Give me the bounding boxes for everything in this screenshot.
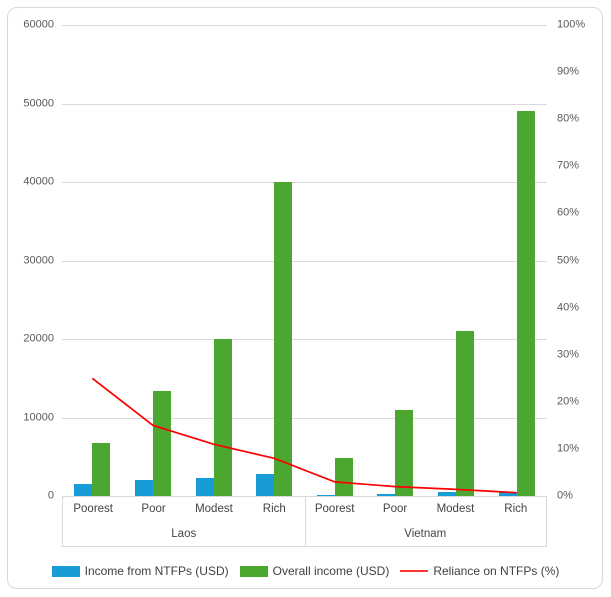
right-axis-tick: 10% [557, 442, 580, 455]
legend-line-swatch [400, 569, 429, 573]
category-label: Poor [382, 503, 408, 516]
bar-ntfp-income [256, 474, 275, 496]
bar-overall-income [456, 331, 475, 496]
bar-overall-income [92, 443, 111, 496]
right-axis-tick: 100% [557, 18, 586, 31]
category-label: Poorest [73, 503, 113, 516]
legend-item: Income from NTFPs (USD) [51, 564, 229, 578]
legend-item: Overall income (USD) [239, 564, 390, 578]
category-bar-group [486, 25, 547, 496]
gridline [62, 339, 547, 340]
left-axis-tick: 0 [47, 489, 54, 502]
bar-overall-income [395, 409, 414, 496]
group-label-row: Laos Vietnam [63, 522, 546, 546]
group-label-laos: Laos [171, 527, 197, 540]
right-axis-tick-labels: 0% 10% 20% 30% 40% 50% 60% 70% 80% 90% 100% [557, 0, 607, 597]
legend-label: Overall income (USD) [272, 564, 390, 578]
gridline [62, 417, 547, 419]
left-axis-tick-labels: 0 10000 20000 30000 40000 50000 60000 [0, 0, 54, 597]
bar-ntfp-income [438, 492, 457, 496]
category-label: Rich [262, 503, 286, 516]
legend-label: Reliance on NTFPs (%) [433, 564, 560, 578]
bar-ntfp-income [74, 484, 93, 496]
right-axis-tick: 40% [557, 301, 580, 314]
group-label-vietnam: Vietnam [404, 527, 447, 540]
category-bar-group [305, 25, 366, 496]
gridline [62, 260, 547, 262]
left-axis-tick: 30000 [23, 254, 54, 266]
category-bar-group [123, 25, 184, 496]
right-axis-tick: 80% [557, 112, 580, 125]
bar-overall-income [334, 458, 353, 496]
legend: Income from NTFPs (USD) Overall income (U… [0, 562, 611, 580]
left-axis-tick: 20000 [23, 332, 54, 345]
bar-series [62, 25, 547, 496]
right-axis-tick: 50% [557, 254, 580, 266]
right-axis-tick: 90% [557, 65, 580, 78]
left-axis-tick: 60000 [23, 18, 54, 31]
bar-overall-income [274, 182, 293, 496]
right-axis-tick: 20% [557, 395, 580, 408]
reliance-line [91, 377, 517, 494]
bar-ntfp-income [195, 477, 214, 496]
bar-ntfp-income [316, 495, 335, 496]
category-label: Poorest [314, 503, 355, 516]
legend-label: Income from NTFPs (USD) [84, 564, 229, 578]
plot-area [62, 25, 547, 497]
category-label: Modest [436, 503, 475, 516]
legend-color-swatch [51, 565, 80, 577]
x-axis: Poorest Poor Modest Rich Poorest Poor Modest Ri… [62, 496, 547, 547]
group-divider [304, 497, 306, 546]
bar-ntfp-income [377, 493, 396, 496]
reliance-line-series [91, 377, 517, 494]
bar-overall-income [213, 339, 232, 496]
right-axis-tick: 0% [557, 489, 573, 502]
category-bar-group [183, 25, 244, 496]
gridline [62, 25, 547, 26]
legend-item: Reliance on NTFPs (%) [400, 564, 559, 578]
category-label: Modest [195, 503, 233, 516]
bar-ntfp-income [498, 492, 517, 496]
left-axis-tick: 40000 [23, 175, 54, 188]
category-bar-group [244, 25, 305, 496]
bar-overall-income [152, 390, 171, 496]
bar-overall-income [516, 111, 535, 496]
bar-ntfp-income [134, 480, 153, 496]
right-axis-tick: 60% [557, 206, 580, 219]
category-bar-group [426, 25, 487, 496]
category-label-row: Poorest Poor Modest Rich Poorest Poor Modest Ri… [63, 497, 546, 522]
right-axis-tick: 30% [557, 348, 580, 361]
left-axis-tick: 50000 [23, 97, 54, 109]
category-bar-group [365, 25, 426, 496]
right-axis-tick: 70% [557, 159, 580, 172]
gridline [62, 182, 547, 183]
legend-color-swatch [239, 565, 268, 577]
left-axis-tick: 10000 [23, 411, 54, 423]
category-label: Rich [504, 503, 528, 516]
gridline [62, 103, 547, 105]
category-bar-group [62, 25, 123, 496]
category-label: Poor [141, 503, 166, 516]
